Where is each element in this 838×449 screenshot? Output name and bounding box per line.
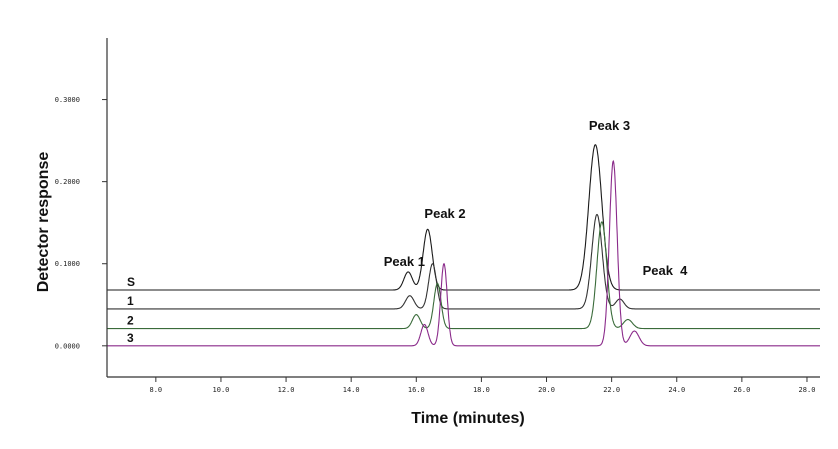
x-tick-label: 12.0 — [278, 386, 295, 394]
y-tick-label: 0.0000 — [55, 342, 80, 350]
trace-line-1 — [107, 213, 820, 310]
peak-annotation: Peak 3 — [589, 118, 630, 133]
peak-annotation: Peak 2 — [424, 206, 465, 221]
y-tick-label: 0.1000 — [55, 260, 80, 268]
y-axis-title: Detector response — [35, 152, 52, 293]
trace-line-2 — [107, 221, 820, 330]
peak-annotation: Peak 4 — [643, 263, 689, 278]
axes-group: 8.0 10.0 12.0 14.0 16.0 18.0 20.0 22.0 24.0 26.0 2… — [55, 38, 820, 394]
x-tick-label: 28.0 — [799, 386, 816, 394]
annotations-group: Peak 1 Peak 2 Peak 3 Peak 4 — [384, 118, 688, 278]
trace-label-2: 2 — [127, 314, 134, 328]
trace-label-1: 1 — [127, 294, 134, 308]
x-tick-label: 22.0 — [603, 386, 620, 394]
trace-label-S: S — [127, 275, 135, 289]
trace-line-3 — [107, 159, 820, 347]
x-tick-label: 16.0 — [408, 386, 425, 394]
traces-group: S 1 2 3 — [107, 144, 820, 347]
x-tick-label: 20.0 — [538, 386, 555, 394]
x-tick-label: 26.0 — [733, 386, 750, 394]
trace-label-3: 3 — [127, 331, 134, 345]
x-tick-label: 24.0 — [668, 386, 685, 394]
peak-annotation: Peak 1 — [384, 254, 425, 269]
x-tick-label: 8.0 — [150, 386, 163, 394]
x-axis-title: Time (minutes) — [411, 410, 525, 427]
trace-line-S — [107, 144, 820, 291]
x-tick-label: 10.0 — [213, 386, 230, 394]
x-tick-label: 18.0 — [473, 386, 490, 394]
y-tick-label: 0.2000 — [55, 178, 80, 186]
y-tick-label: 0.3000 — [55, 96, 80, 104]
x-tick-label: 14.0 — [343, 386, 360, 394]
